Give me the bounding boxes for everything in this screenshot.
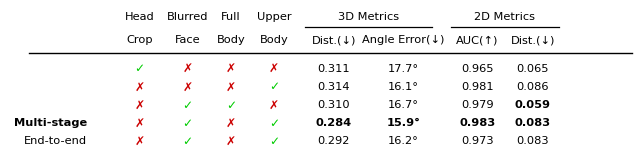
Text: 0.981: 0.981 xyxy=(461,82,493,92)
Text: Upper: Upper xyxy=(257,12,291,22)
Text: ✗: ✗ xyxy=(134,117,145,130)
Text: End-to-end: End-to-end xyxy=(24,136,87,146)
Text: ✓: ✓ xyxy=(269,117,279,130)
Text: ✗: ✗ xyxy=(269,99,279,112)
Text: Crop: Crop xyxy=(126,35,153,45)
Text: 0.284: 0.284 xyxy=(316,118,352,128)
Text: 0.083: 0.083 xyxy=(515,118,550,128)
Text: 3D Metrics: 3D Metrics xyxy=(338,12,399,22)
Text: Angle Error(↓): Angle Error(↓) xyxy=(362,35,444,45)
Text: ✓: ✓ xyxy=(182,117,193,130)
Text: ✗: ✗ xyxy=(226,117,236,130)
Text: 0.292: 0.292 xyxy=(317,136,350,146)
Text: ✗: ✗ xyxy=(226,62,236,75)
Text: 0.983: 0.983 xyxy=(459,118,495,128)
Text: Body: Body xyxy=(260,35,288,45)
Text: ✓: ✓ xyxy=(134,62,145,75)
Text: 0.086: 0.086 xyxy=(516,82,549,92)
Text: 0.314: 0.314 xyxy=(317,82,350,92)
Text: 16.2°: 16.2° xyxy=(388,136,419,146)
Text: 0.979: 0.979 xyxy=(461,100,493,110)
Text: ✓: ✓ xyxy=(269,80,279,93)
Text: ✓: ✓ xyxy=(226,99,236,112)
Text: ✓: ✓ xyxy=(182,135,193,148)
Text: Face: Face xyxy=(175,35,200,45)
Text: 0.965: 0.965 xyxy=(461,64,493,74)
Text: Body: Body xyxy=(216,35,245,45)
Text: ✗: ✗ xyxy=(269,62,279,75)
Text: Dist.(↓): Dist.(↓) xyxy=(312,35,356,45)
Text: 0.059: 0.059 xyxy=(515,100,550,110)
Text: ✓: ✓ xyxy=(182,99,193,112)
Text: Full: Full xyxy=(221,12,241,22)
Text: 15.9°: 15.9° xyxy=(387,118,420,128)
Text: Multi-stage: Multi-stage xyxy=(14,118,87,128)
Text: ✗: ✗ xyxy=(134,99,145,112)
Text: 0.310: 0.310 xyxy=(317,100,350,110)
Text: Blurred: Blurred xyxy=(167,12,209,22)
Text: 0.973: 0.973 xyxy=(461,136,493,146)
Text: ✗: ✗ xyxy=(134,135,145,148)
Text: ✗: ✗ xyxy=(226,135,236,148)
Text: Dist.(↓): Dist.(↓) xyxy=(511,35,555,45)
Text: ✓: ✓ xyxy=(269,135,279,148)
Text: 0.311: 0.311 xyxy=(317,64,350,74)
Text: ✗: ✗ xyxy=(182,62,193,75)
Text: 16.7°: 16.7° xyxy=(388,100,419,110)
Text: ✗: ✗ xyxy=(226,80,236,93)
Text: ✗: ✗ xyxy=(134,80,145,93)
Text: 0.083: 0.083 xyxy=(516,136,549,146)
Text: 16.1°: 16.1° xyxy=(388,82,419,92)
Text: 2D Metrics: 2D Metrics xyxy=(474,12,536,22)
Text: ✗: ✗ xyxy=(182,80,193,93)
Text: AUC(↑): AUC(↑) xyxy=(456,35,499,45)
Text: Head: Head xyxy=(125,12,154,22)
Text: 17.7°: 17.7° xyxy=(388,64,419,74)
Text: 0.065: 0.065 xyxy=(516,64,549,74)
